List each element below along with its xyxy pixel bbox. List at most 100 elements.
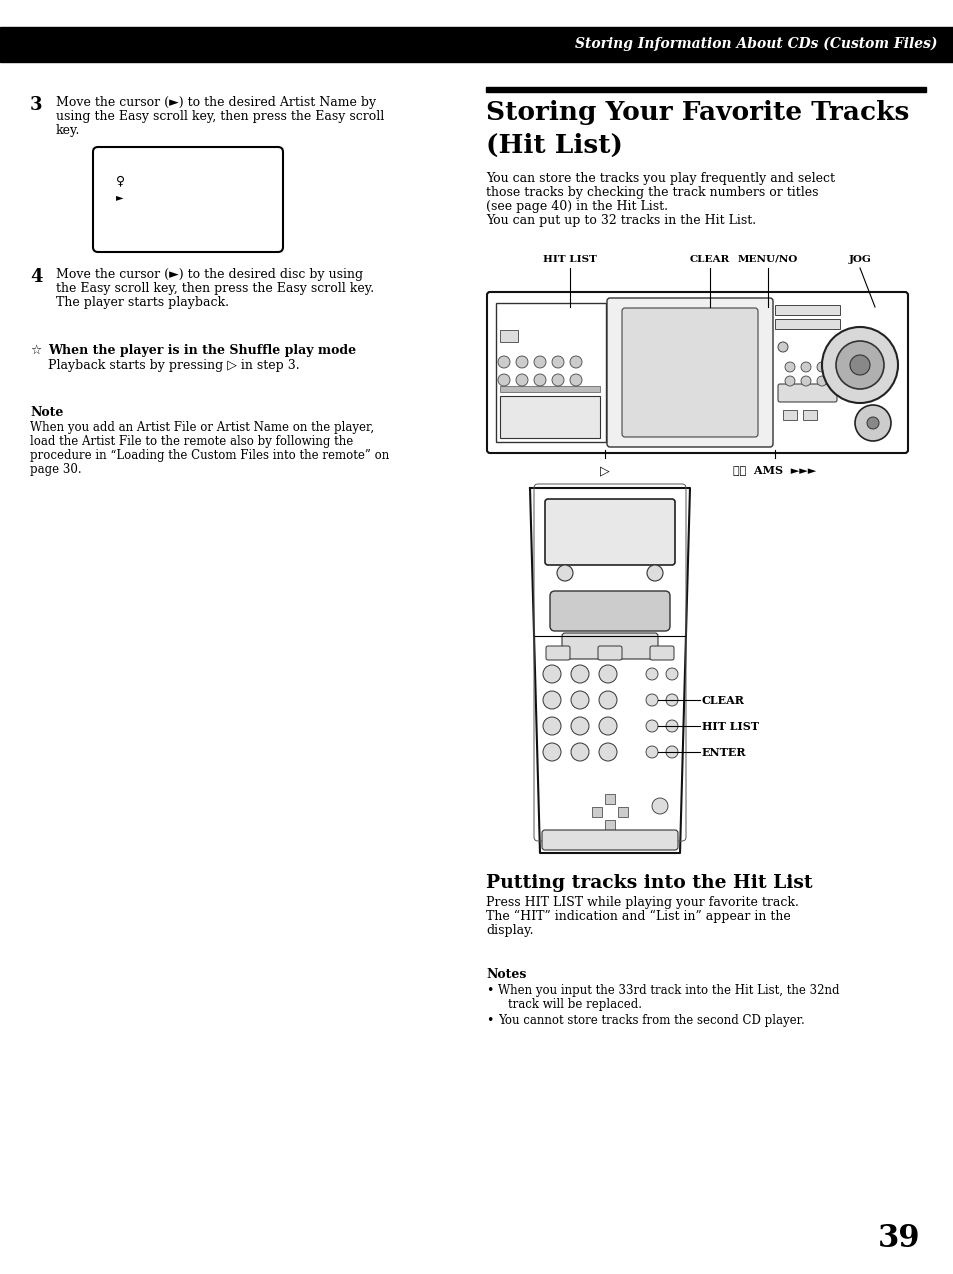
FancyBboxPatch shape [778, 383, 836, 403]
Text: Playback starts by pressing ▷ in step 3.: Playback starts by pressing ▷ in step 3. [48, 359, 299, 372]
Text: (see page 40) in the Hit List.: (see page 40) in the Hit List. [485, 200, 667, 213]
FancyBboxPatch shape [649, 646, 673, 660]
Text: •: • [485, 984, 493, 998]
FancyBboxPatch shape [561, 633, 658, 659]
Text: You can put up to 32 tracks in the Hit List.: You can put up to 32 tracks in the Hit L… [485, 214, 756, 227]
Polygon shape [530, 488, 689, 854]
Circle shape [569, 355, 581, 368]
Text: The “HIT” indication and “List in” appear in the: The “HIT” indication and “List in” appea… [485, 910, 790, 924]
Bar [499, 396, 599, 438]
Text: When you add an Artist File or Artist Name on the player,: When you add an Artist File or Artist Na… [30, 420, 374, 434]
Text: Storing Information About CDs (Custom Files): Storing Information About CDs (Custom Fi… [575, 37, 937, 51]
Text: When the player is in the Shuffle play mode: When the player is in the Shuffle play m… [48, 344, 355, 357]
Text: You cannot store tracks from the second CD player.: You cannot store tracks from the second … [497, 1014, 804, 1027]
Circle shape [651, 798, 667, 814]
FancyBboxPatch shape [545, 646, 569, 660]
FancyBboxPatch shape [598, 646, 621, 660]
Bar [774, 318, 840, 329]
Circle shape [552, 375, 563, 386]
Circle shape [665, 668, 678, 680]
Text: track will be replaced.: track will be replaced. [507, 998, 641, 1012]
Circle shape [645, 668, 658, 680]
Text: HIT LIST: HIT LIST [542, 255, 597, 264]
Bar [592, 806, 601, 817]
Circle shape [821, 327, 897, 403]
Circle shape [571, 717, 588, 735]
Text: ►: ► [116, 192, 123, 203]
Bar [0, 27, 953, 62]
Text: 39: 39 [877, 1223, 919, 1254]
Text: HIT LIST: HIT LIST [701, 721, 759, 731]
Circle shape [542, 743, 560, 761]
Bar [485, 87, 925, 92]
Text: ☆: ☆ [30, 344, 41, 357]
FancyBboxPatch shape [92, 147, 283, 252]
Circle shape [497, 375, 510, 386]
Text: MENU/NO: MENU/NO [737, 255, 798, 264]
Text: CLEAR: CLEAR [701, 694, 744, 706]
Text: ENTER: ENTER [701, 747, 745, 758]
Bar [774, 304, 840, 315]
Circle shape [598, 717, 617, 735]
Circle shape [542, 717, 560, 735]
Text: 3: 3 [30, 96, 43, 113]
Circle shape [598, 743, 617, 761]
FancyBboxPatch shape [541, 829, 678, 850]
Text: Notes: Notes [485, 968, 526, 981]
Circle shape [552, 355, 563, 368]
Circle shape [646, 564, 662, 581]
FancyBboxPatch shape [486, 292, 907, 454]
Text: Putting tracks into the Hit List: Putting tracks into the Hit List [485, 874, 812, 892]
Text: using the Easy scroll key, then press the Easy scroll: using the Easy scroll key, then press th… [56, 110, 384, 124]
Circle shape [645, 720, 658, 733]
Text: Move the cursor (►) to the desired disc by using: Move the cursor (►) to the desired disc … [56, 268, 363, 282]
Text: •: • [485, 1014, 493, 1027]
Text: When you input the 33rd track into the Hit List, the 32nd: When you input the 33rd track into the H… [497, 984, 839, 998]
Text: JOG: JOG [847, 255, 870, 264]
Circle shape [816, 376, 826, 386]
Text: load the Artist File to the remote also by following the: load the Artist File to the remote also … [30, 434, 353, 448]
Text: ♀: ♀ [116, 175, 125, 187]
Text: ⏮⏮  AMS  ►►►: ⏮⏮ AMS ►►► [733, 464, 816, 475]
Circle shape [801, 362, 810, 372]
Bar [604, 794, 615, 804]
Circle shape [854, 405, 890, 441]
Text: 4: 4 [30, 268, 43, 285]
Text: Move the cursor (►) to the desired Artist Name by: Move the cursor (►) to the desired Artis… [56, 96, 375, 110]
Text: The player starts playback.: The player starts playback. [56, 296, 229, 310]
Text: Press HIT LIST while playing your favorite track.: Press HIT LIST while playing your favori… [485, 896, 798, 910]
FancyBboxPatch shape [606, 298, 772, 447]
FancyBboxPatch shape [550, 591, 669, 631]
Text: (Hit List): (Hit List) [485, 132, 622, 158]
Circle shape [784, 362, 794, 372]
Circle shape [557, 564, 573, 581]
Circle shape [665, 720, 678, 733]
Circle shape [645, 694, 658, 706]
Text: CLEAR: CLEAR [689, 255, 729, 264]
Text: those tracks by checking the track numbers or titles: those tracks by checking the track numbe… [485, 186, 818, 199]
Circle shape [542, 665, 560, 683]
Circle shape [665, 747, 678, 758]
Bar [618, 806, 627, 817]
Circle shape [534, 375, 545, 386]
Text: ▷: ▷ [599, 464, 609, 476]
Circle shape [598, 691, 617, 710]
Circle shape [516, 375, 527, 386]
Bar [499, 386, 599, 392]
Circle shape [816, 362, 826, 372]
Circle shape [598, 665, 617, 683]
FancyBboxPatch shape [621, 308, 758, 437]
Text: the Easy scroll key, then press the Easy scroll key.: the Easy scroll key, then press the Easy… [56, 282, 374, 296]
Circle shape [801, 376, 810, 386]
Bar [499, 330, 517, 341]
Circle shape [497, 355, 510, 368]
Circle shape [784, 376, 794, 386]
Bar [604, 820, 615, 829]
Bar [782, 410, 796, 420]
Text: Note: Note [30, 406, 63, 419]
Bar [802, 410, 816, 420]
Circle shape [665, 694, 678, 706]
Circle shape [569, 375, 581, 386]
Circle shape [571, 691, 588, 710]
Text: display.: display. [485, 924, 533, 936]
